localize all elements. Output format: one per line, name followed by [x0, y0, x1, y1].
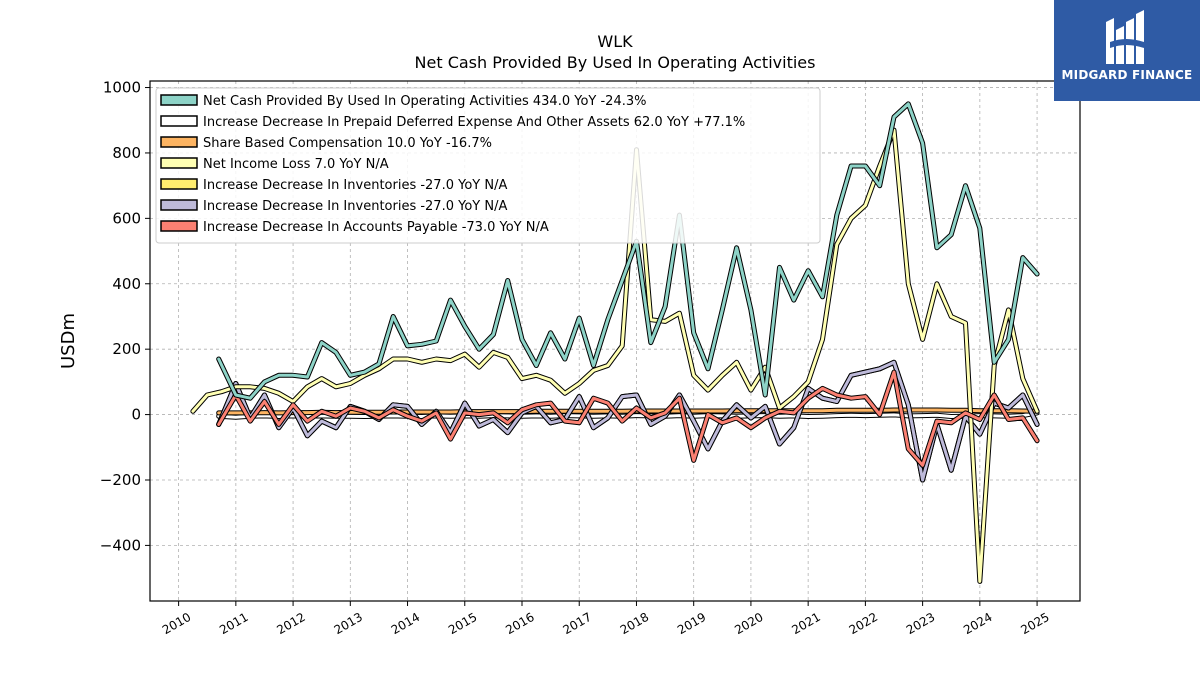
x-tick-label: 2015	[446, 610, 479, 637]
x-tick-label: 2020	[732, 610, 765, 637]
x-tick-label: 2018	[618, 610, 651, 637]
y-tick-label: 400	[112, 275, 141, 293]
legend-box	[155, 87, 821, 244]
legend-swatch	[160, 220, 198, 232]
legend-label: Net Cash Provided By Used In Operating A…	[203, 94, 646, 109]
series-line-3	[190, 127, 1040, 584]
series-stroke	[217, 370, 1039, 467]
legend-label: Net Income Loss 7.0 YoY N/A	[203, 157, 389, 172]
x-tick-label: 2022	[847, 610, 880, 637]
y-tick-label: 200	[112, 340, 141, 358]
y-tick-label: −200	[100, 471, 141, 489]
x-tick-label: 2024	[961, 610, 994, 637]
midgard-logo-icon	[1106, 10, 1144, 64]
brand-name: MIDGARD FINANCE	[1061, 68, 1193, 82]
x-tick-label: 2014	[389, 610, 422, 637]
y-tick-label: 0	[131, 406, 141, 424]
y-axis-label: USDm	[58, 313, 79, 369]
series-stroke	[217, 102, 1039, 400]
series-line-5	[216, 359, 1040, 483]
x-tick-label: 2025	[1018, 610, 1051, 637]
chart-title: WLK	[597, 32, 633, 51]
series-lines	[190, 101, 1040, 584]
legend-label: Share Based Compensation 10.0 YoY -16.7%	[203, 136, 492, 151]
series-stroke	[191, 128, 1039, 583]
y-tick-label: 600	[112, 209, 141, 227]
x-tick-label: 2023	[904, 610, 937, 637]
y-tick-label: 1000	[103, 79, 141, 97]
series-line-0	[216, 101, 1040, 401]
x-tick-label: 2011	[217, 610, 250, 637]
series-line-6	[216, 369, 1040, 468]
x-tick-label: 2016	[503, 610, 536, 637]
chart-subtitle: Net Cash Provided By Used In Operating A…	[415, 53, 816, 72]
legend-swatch	[160, 157, 198, 169]
legend-label: Increase Decrease In Inventories -27.0 Y…	[203, 178, 507, 193]
x-tick-label: 2019	[675, 610, 708, 637]
x-tick-label: 2021	[789, 610, 822, 637]
y-tick-label: −400	[100, 536, 141, 554]
legend: Net Cash Provided By Used In Operating A…	[155, 87, 821, 244]
x-tick-label: 2012	[274, 610, 307, 637]
series-stroke	[217, 360, 1039, 482]
legend-swatch	[160, 94, 198, 106]
x-tick-label: 2010	[160, 610, 193, 637]
y-tick-label: 800	[112, 144, 141, 162]
legend-label: Increase Decrease In Prepaid Deferred Ex…	[203, 115, 745, 130]
x-tick-label: 2017	[561, 610, 594, 637]
legend-swatch	[160, 115, 198, 127]
legend-swatch	[160, 136, 198, 148]
legend-swatch	[160, 178, 198, 190]
legend-label: Increase Decrease In Accounts Payable -7…	[203, 220, 549, 235]
legend-label: Increase Decrease In Inventories -27.0 Y…	[203, 199, 507, 214]
legend-swatch	[160, 199, 198, 211]
brand-logo: MIDGARD FINANCE	[1054, 0, 1200, 101]
plot-frame	[149, 80, 1081, 602]
x-tick-label: 2013	[332, 610, 365, 637]
